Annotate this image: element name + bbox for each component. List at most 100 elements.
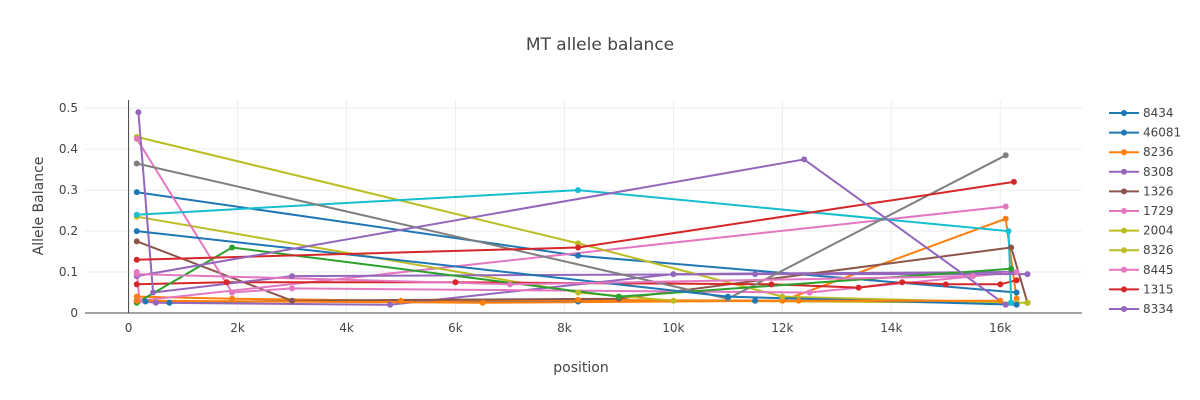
legend-marker bbox=[1121, 110, 1127, 116]
legend-item-1729[interactable]: 1729 bbox=[1109, 204, 1174, 218]
legend-label: 46081 bbox=[1143, 126, 1181, 140]
data-point-8236[interactable] bbox=[1002, 215, 1009, 222]
legend-marker bbox=[1121, 129, 1127, 136]
data-point-gray[interactable] bbox=[1002, 152, 1009, 159]
x-tick-label: 10k bbox=[662, 321, 684, 335]
data-point-violet2[interactable] bbox=[801, 156, 808, 163]
data-point-46081[interactable] bbox=[575, 252, 582, 259]
series-line-2004[interactable] bbox=[136, 135, 1017, 304]
data-point-8334[interactable] bbox=[135, 109, 142, 116]
data-point-2004[interactable] bbox=[779, 293, 786, 300]
legend-item-2004[interactable]: 2004 bbox=[1109, 224, 1174, 238]
data-point-1326[interactable] bbox=[133, 238, 140, 245]
data-point-8308[interactable] bbox=[387, 301, 394, 308]
y-tick-label: 0.2 bbox=[59, 224, 78, 238]
legend-label: 8326 bbox=[1143, 243, 1174, 257]
data-point-8334[interactable] bbox=[752, 271, 759, 278]
data-point-pink2[interactable] bbox=[970, 273, 977, 280]
data-point-1315[interactable] bbox=[855, 284, 862, 291]
legend-marker bbox=[1121, 168, 1127, 175]
data-point-1315[interactable] bbox=[899, 279, 906, 286]
data-point-1315[interactable] bbox=[223, 279, 230, 286]
y-tick-label: 0.3 bbox=[59, 183, 78, 197]
data-point-8236[interactable] bbox=[575, 296, 582, 303]
data-point-8326[interactable] bbox=[1024, 299, 1031, 306]
data-point-gold[interactable] bbox=[795, 297, 802, 304]
data-point-teal[interactable] bbox=[133, 211, 140, 218]
data-point-8308[interactable] bbox=[152, 299, 159, 306]
data-point-lightblue[interactable] bbox=[133, 228, 140, 235]
data-point-8434[interactable] bbox=[752, 297, 759, 304]
legend-item-8434[interactable]: 8434 bbox=[1109, 106, 1174, 120]
data-point-green[interactable] bbox=[229, 244, 236, 251]
data-point-1326[interactable] bbox=[289, 297, 296, 304]
data-point-green[interactable] bbox=[615, 293, 622, 300]
data-point-teal[interactable] bbox=[1008, 299, 1015, 306]
series-line-gold[interactable] bbox=[136, 299, 1001, 304]
data-point-8334[interactable] bbox=[1024, 271, 1031, 278]
data-point-gold[interactable] bbox=[997, 297, 1004, 304]
x-axis-label: position bbox=[553, 360, 608, 376]
tick-labels: 0 2k 4k 6k 8k 10k 12k 14k 16k 0 0.1 0.2 0.3 0.4 0.5 bbox=[59, 101, 1012, 335]
data-point-8236[interactable] bbox=[397, 297, 404, 304]
legend-item-8326[interactable]: 8326 bbox=[1109, 243, 1174, 257]
data-point-red2[interactable] bbox=[133, 256, 140, 263]
data-point-pink2[interactable] bbox=[133, 271, 140, 278]
data-point-8308[interactable] bbox=[670, 271, 677, 278]
data-point-violet2[interactable] bbox=[1002, 301, 1009, 308]
data-point-1315[interactable] bbox=[768, 281, 775, 288]
data-point-8334[interactable] bbox=[289, 273, 296, 280]
y-axis-label: Allele Balance bbox=[31, 157, 47, 256]
data-point-8445[interactable] bbox=[806, 289, 813, 296]
data-point-1315[interactable] bbox=[942, 281, 949, 288]
legend-item-46081[interactable]: 46081 bbox=[1109, 126, 1181, 140]
data-point-1315[interactable] bbox=[997, 281, 1004, 288]
data-point-8445[interactable] bbox=[229, 289, 236, 296]
data-point-8236[interactable] bbox=[229, 295, 236, 302]
data-point-red2[interactable] bbox=[1010, 178, 1017, 185]
data-point-1315[interactable] bbox=[1013, 277, 1020, 284]
legend-marker bbox=[1121, 208, 1127, 214]
legend-label: 8236 bbox=[1143, 145, 1174, 159]
data-point-gray[interactable] bbox=[133, 160, 140, 167]
legend-item-8236[interactable]: 8236 bbox=[1109, 145, 1174, 159]
legend-item-8334[interactable]: 8334 bbox=[1109, 302, 1174, 316]
data-point-8434[interactable] bbox=[142, 298, 149, 305]
data-point-lightblue[interactable] bbox=[724, 293, 731, 300]
data-point-pink2[interactable] bbox=[506, 281, 513, 288]
data-point-46081[interactable] bbox=[133, 189, 140, 196]
data-point-lightblue[interactable] bbox=[1013, 301, 1020, 308]
data-point-8326[interactable] bbox=[575, 289, 582, 296]
legend-label: 1729 bbox=[1143, 204, 1174, 218]
data-point-gold[interactable] bbox=[479, 299, 486, 306]
data-point-red2[interactable] bbox=[575, 244, 582, 251]
data-point-46081[interactable] bbox=[1013, 289, 1020, 296]
legend-label: 8308 bbox=[1143, 165, 1174, 179]
legend-item-8308[interactable]: 8308 bbox=[1109, 165, 1174, 179]
data-point-8445[interactable] bbox=[133, 135, 140, 142]
y-tick-label: 0 bbox=[70, 306, 78, 320]
x-tick-label: 8k bbox=[557, 321, 572, 335]
series-line-8445[interactable] bbox=[135, 138, 1017, 294]
data-point-gold[interactable] bbox=[133, 297, 140, 304]
data-point-1315[interactable] bbox=[452, 279, 459, 286]
legend[interactable]: 8434 46081 8236 8308 1326 1729 2004 8326 8445 131… bbox=[1109, 106, 1181, 316]
legend-item-1326[interactable]: 1326 bbox=[1109, 184, 1174, 198]
chart-title: MT allele balance bbox=[526, 35, 674, 55]
data-point-1326[interactable] bbox=[1008, 244, 1015, 251]
y-tick-label: 0.1 bbox=[59, 265, 78, 279]
legend-item-8445[interactable]: 8445 bbox=[1109, 263, 1174, 277]
data-point-8445[interactable] bbox=[289, 285, 296, 292]
data-point-8326[interactable] bbox=[670, 297, 677, 304]
data-point-8334[interactable] bbox=[150, 289, 157, 296]
data-point-8434[interactable] bbox=[166, 299, 173, 306]
data-point-teal[interactable] bbox=[575, 187, 582, 194]
legend-label: 8445 bbox=[1143, 263, 1174, 277]
data-point-1315[interactable] bbox=[133, 281, 140, 288]
series-lines bbox=[135, 112, 1029, 306]
data-point-teal[interactable] bbox=[1005, 228, 1012, 235]
data-point-1729[interactable] bbox=[1002, 203, 1009, 210]
data-point-8445[interactable] bbox=[1013, 269, 1020, 276]
legend-item-1315[interactable]: 1315 bbox=[1109, 282, 1174, 296]
data-point-green[interactable] bbox=[1008, 265, 1015, 272]
